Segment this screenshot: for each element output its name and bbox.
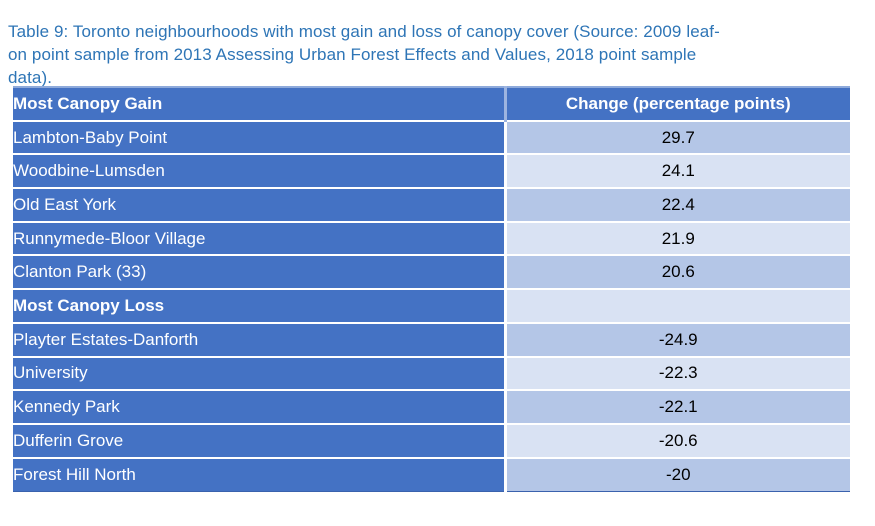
table-row: Dufferin Grove -20.6 (13, 423, 850, 459)
neighbourhood-cell: University (13, 356, 507, 392)
col-header-change: Change (percentage points) (505, 87, 850, 122)
neighbourhood-cell: Old East York (13, 188, 507, 223)
caption-line: data). (8, 68, 53, 87)
change-value-cell: 24.1 (505, 154, 850, 190)
change-value-cell: -22.3 (505, 356, 850, 392)
neighbourhood-cell: Woodbine-Lumsden (13, 154, 507, 190)
neighbourhood-cell: Clanton Park (33) (13, 255, 507, 291)
neighbourhood-cell: Forest Hill North (13, 457, 507, 492)
change-value-cell: -24.9 (505, 322, 850, 358)
col-header-most-canopy-gain: Most Canopy Gain (13, 87, 507, 122)
caption-line: on point sample from 2013 Assessing Urba… (8, 45, 697, 64)
change-value-cell: 20.6 (505, 255, 850, 291)
change-value-cell: -20 (505, 457, 850, 492)
neighbourhood-cell: Runnymede-Bloor Village (13, 221, 507, 257)
neighbourhood-cell: Dufferin Grove (13, 423, 507, 459)
change-value-cell: -22.1 (505, 390, 850, 425)
change-value-cell: 29.7 (505, 120, 850, 156)
canopy-change-table: Most Canopy Gain Change (percentage poin… (13, 86, 850, 492)
table-row: Woodbine-Lumsden 24.1 (13, 154, 850, 190)
table-row: Lambton-Baby Point 29.7 (13, 120, 850, 156)
table-row: Clanton Park (33) 20.6 (13, 255, 850, 291)
table-caption: Table 9: Toronto neighbourhoods with mos… (8, 20, 868, 89)
caption-line: Table 9: Toronto neighbourhoods with mos… (8, 22, 720, 41)
table-row: Runnymede-Bloor Village 21.9 (13, 221, 850, 257)
table-row: Forest Hill North -20 (13, 457, 850, 492)
neighbourhood-cell: Lambton-Baby Point (13, 120, 507, 156)
section-header-most-canopy-loss: Most Canopy Loss (13, 289, 507, 324)
change-value-cell: -20.6 (505, 423, 850, 459)
table-row: Old East York 22.4 (13, 188, 850, 223)
table-row: University -22.3 (13, 356, 850, 392)
change-value-cell: 21.9 (505, 221, 850, 257)
change-value-cell (505, 289, 850, 324)
neighbourhood-cell: Kennedy Park (13, 390, 507, 425)
change-value-cell: 22.4 (505, 188, 850, 223)
table-header-row: Most Canopy Gain Change (percentage poin… (13, 87, 850, 122)
table-row: Playter Estates-Danforth -24.9 (13, 322, 850, 358)
section-header-row: Most Canopy Loss (13, 289, 850, 324)
neighbourhood-cell: Playter Estates-Danforth (13, 322, 507, 358)
table-row: Kennedy Park -22.1 (13, 390, 850, 425)
